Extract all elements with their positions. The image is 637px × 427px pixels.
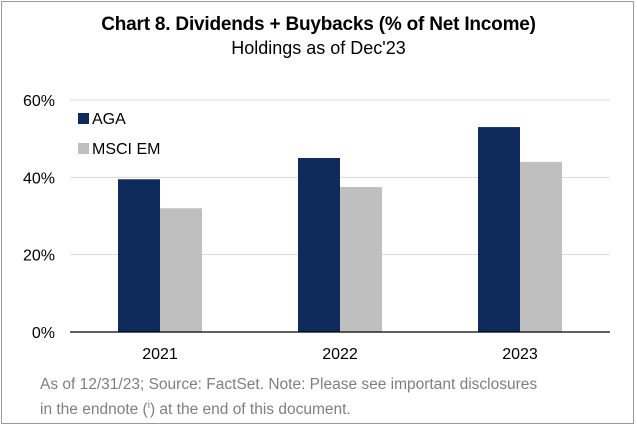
bar-aga-2021 [118,179,160,332]
x-tick-label: 2021 [142,346,178,363]
bar-msci-em-2021 [160,208,202,332]
endnote-marker: i [147,400,150,411]
bar-aga-2022 [298,158,340,332]
legend-swatch [78,113,89,124]
footnote-line-2: in the endnote (i) at the end of this do… [40,395,630,420]
footnote-line-2-start: in the endnote ( [40,401,148,419]
x-tick-label: 2022 [322,346,358,363]
y-tick-label: 60% [23,93,55,110]
legend-label: AGA [92,111,126,128]
bar-msci-em-2023 [520,161,562,332]
bar-aga-2023 [478,127,520,332]
source-footnote: As of 12/31/23; Source: FactSet. Note: P… [40,374,630,420]
legend-label: MSCI EM [92,141,160,158]
y-tick-label: 0% [32,325,55,342]
x-tick-label: 2023 [502,346,538,363]
footnote-line-2-end: ) at the end of this document. [149,401,351,419]
chart-title: Chart 8. Dividends + Buybacks (% of Net … [101,14,536,35]
y-tick-label: 20% [23,248,55,265]
footnote-line-1: As of 12/31/23; Source: FactSet. Note: P… [40,376,538,393]
chart-subtitle: Holdings as of Dec'23 [231,38,406,58]
bar-msci-em-2022 [340,187,382,332]
legend-swatch [78,143,89,154]
y-tick-label: 40% [23,170,55,187]
